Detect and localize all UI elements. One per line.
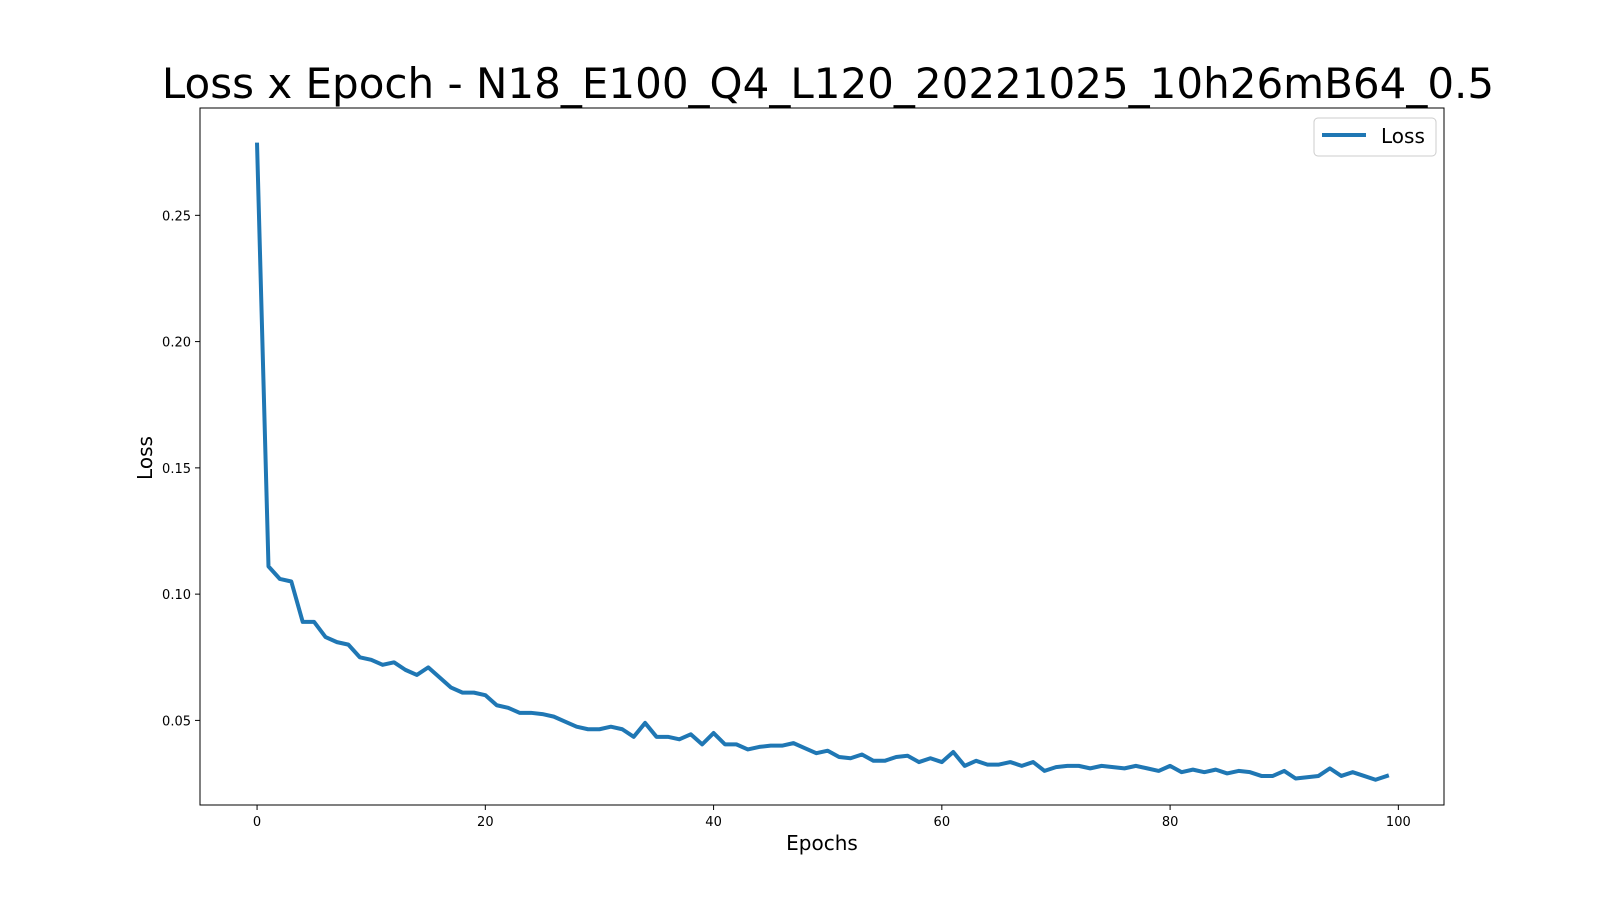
legend-box (1313, 117, 1437, 157)
x-tick-label: 0 (253, 815, 261, 830)
legend-label-loss: Loss (1381, 124, 1425, 148)
y-tick-label: 0.05 (162, 714, 191, 729)
x-tick-label: 100 (1386, 815, 1411, 830)
y-tick-label: 0.10 (162, 588, 191, 603)
x-tick-label: 80 (1162, 815, 1179, 830)
y-tick-label: 0.15 (162, 462, 191, 477)
x-tick-label: 40 (705, 815, 722, 830)
chart-title: Loss x Epoch - N18_E100_Q4_L120_20221025… (162, 59, 1494, 108)
loss-series-line (255, 142, 1390, 782)
x-tick-label: 20 (477, 815, 494, 830)
y-axis-label: Loss (133, 436, 157, 480)
x-tick-label: 60 (934, 815, 951, 830)
y-axis: 0.05 0.10 0.15 0.20 0.25 (162, 209, 200, 729)
plot-area (199, 107, 1445, 806)
y-tick-label: 0.25 (162, 209, 191, 224)
x-axis: 0 20 40 60 80 100 (253, 805, 1411, 830)
y-tick-label: 0.20 (162, 336, 191, 351)
legend: Loss (1313, 117, 1437, 157)
x-axis-label: Epochs (786, 831, 858, 855)
